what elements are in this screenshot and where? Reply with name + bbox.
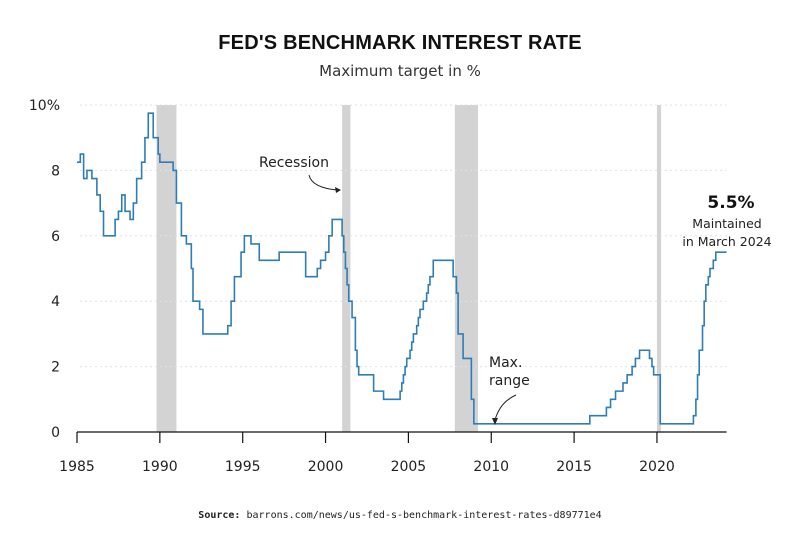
recession-arrowhead-icon (335, 187, 341, 193)
recession-band (454, 105, 478, 432)
recession-label: Recession (259, 155, 329, 171)
last-value-label: 5.5% (707, 193, 754, 213)
rate-line (77, 112, 727, 425)
max-range-label-1: Max. (489, 355, 522, 371)
source-note: Source: barrons.com/news/us-fed-s-benchm… (0, 510, 800, 521)
x-tick-label: 1990 (142, 459, 178, 475)
y-tick-label: 0 (51, 425, 60, 441)
y-tick-label: 10% (29, 98, 60, 114)
source-label: Source: (198, 510, 241, 521)
x-tick-label: 2000 (308, 459, 344, 475)
chart-subtitle: Maximum target in % (319, 62, 481, 80)
source-text: barrons.com/news/us-fed-s-benchmark-inte… (246, 510, 602, 521)
recession-band (156, 105, 177, 432)
x-tick-label: 1995 (225, 459, 261, 475)
y-tick-label: 8 (51, 163, 60, 179)
max-range-arrow (494, 394, 517, 421)
y-tick-label: 4 (51, 294, 60, 310)
x-tick-label: 2015 (556, 459, 592, 475)
chart-title: FED'S BENCHMARK INTEREST RATE (218, 32, 582, 54)
x-tick-label: 2005 (391, 459, 427, 475)
y-tick-label: 2 (51, 360, 60, 376)
x-tick-label: 2010 (473, 459, 509, 475)
recession-arrow (308, 174, 339, 191)
max-range-arrowhead-icon (492, 418, 498, 425)
recession-band (656, 105, 662, 432)
x-tick-label: 1985 (59, 459, 95, 475)
x-tick-label: 2020 (639, 459, 675, 475)
last-note-line-1: Maintained (692, 216, 761, 231)
max-range-label-2: range (489, 373, 530, 389)
last-note-line-2: in March 2024 (682, 234, 771, 249)
y-tick-label: 6 (51, 229, 60, 245)
